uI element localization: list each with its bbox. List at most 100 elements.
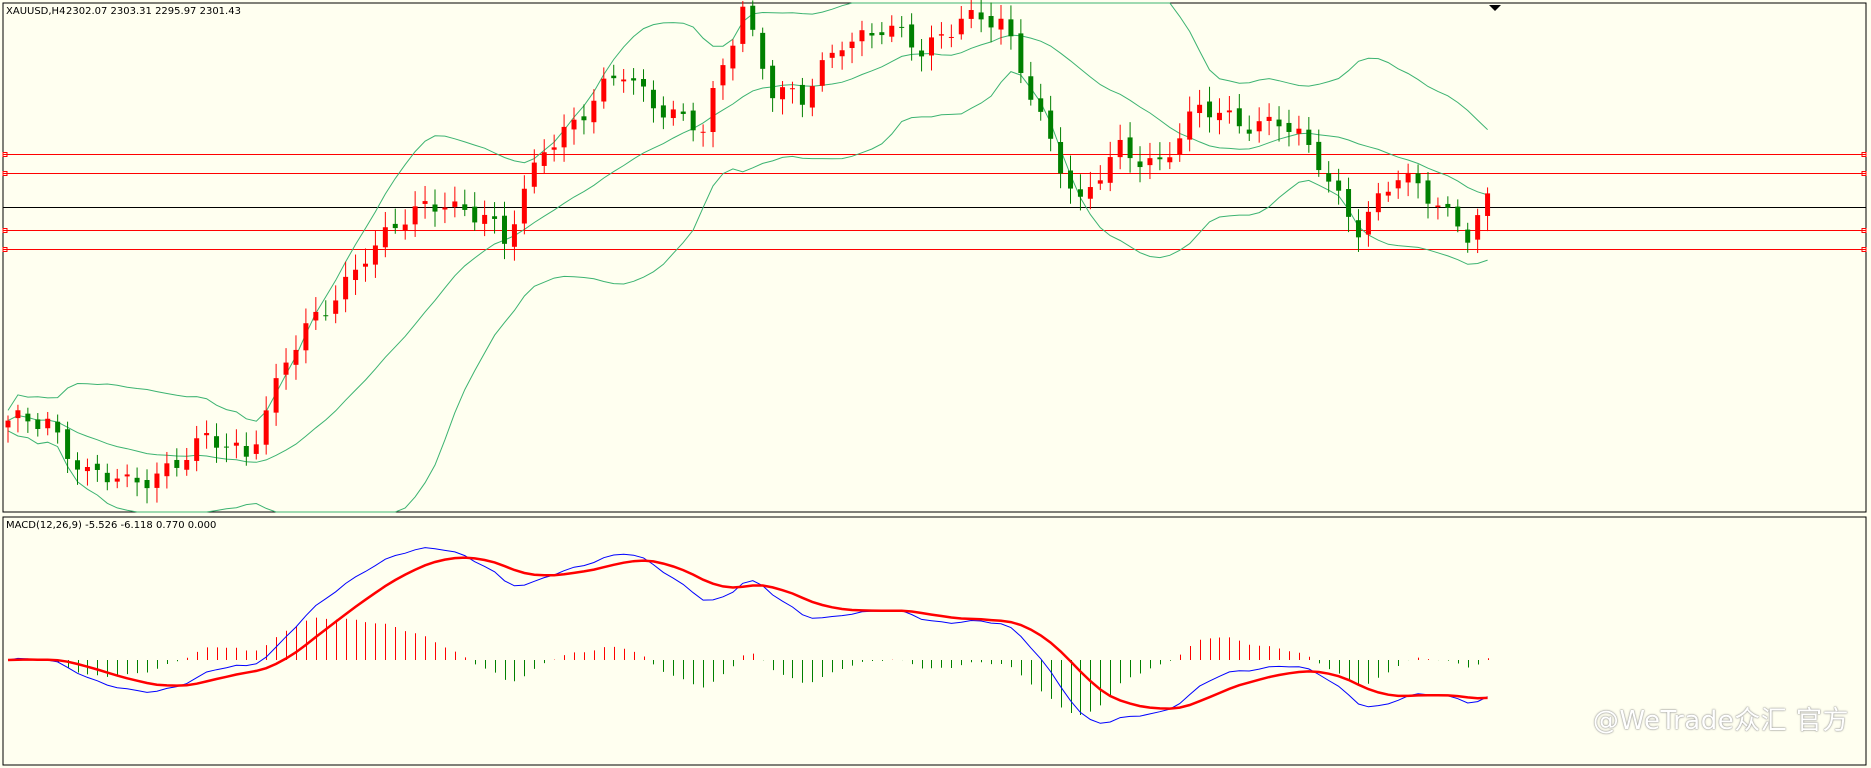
candle-body	[839, 50, 845, 57]
candle-body	[720, 65, 726, 86]
candle	[670, 100, 676, 126]
candle-body	[1077, 189, 1083, 197]
candle	[571, 107, 577, 145]
candle-body	[978, 12, 984, 20]
candle	[1028, 61, 1034, 106]
candle-body	[253, 444, 259, 454]
candle-body	[134, 477, 140, 483]
candle	[343, 261, 349, 313]
candle-body	[1346, 189, 1352, 217]
candle	[372, 230, 378, 278]
candle	[283, 348, 289, 390]
macd-signal-line	[7, 556, 1488, 710]
candle-body	[670, 109, 676, 119]
candle	[710, 81, 716, 148]
candle-body	[869, 32, 875, 36]
candle	[1316, 129, 1322, 177]
level-handle-left	[2, 171, 8, 176]
candle-body	[641, 79, 647, 87]
candle-body	[919, 50, 925, 57]
candle	[253, 430, 259, 460]
bollinger-bands	[7, 2, 1488, 513]
candle	[144, 469, 150, 504]
candle	[899, 16, 905, 38]
candle	[1008, 5, 1014, 50]
candle	[928, 25, 934, 71]
level-handle-left	[2, 247, 8, 252]
candle	[353, 254, 359, 295]
level-handle-right	[1861, 171, 1867, 176]
candle	[273, 363, 279, 426]
candle	[1415, 164, 1421, 199]
candle-body	[1355, 220, 1361, 238]
candle-body	[601, 78, 607, 102]
candle	[1455, 199, 1461, 233]
candle-body	[1117, 139, 1123, 158]
candle-body	[382, 227, 388, 248]
candle-body	[402, 224, 408, 231]
level-handle-left	[2, 228, 8, 233]
candle-body	[243, 446, 249, 457]
candle	[531, 149, 537, 194]
candle	[492, 202, 498, 234]
candle-body	[1316, 141, 1322, 171]
candle	[1266, 103, 1272, 136]
candle-body	[1137, 161, 1143, 168]
candle	[104, 463, 110, 491]
candle	[720, 58, 726, 100]
candle	[1256, 107, 1262, 143]
candle	[1435, 197, 1441, 220]
candle	[631, 68, 637, 95]
candle	[1107, 141, 1113, 192]
candle-body	[124, 474, 130, 477]
candle-body	[799, 84, 805, 105]
candle	[1346, 177, 1352, 233]
candle	[1197, 89, 1203, 128]
candle-body	[1127, 137, 1133, 159]
candle	[958, 6, 964, 40]
candle-body	[1008, 19, 1014, 37]
candle-body	[1306, 129, 1312, 145]
candle-body	[680, 111, 686, 114]
candle	[849, 32, 855, 64]
candle-body	[65, 429, 71, 459]
candle-body	[899, 26, 905, 28]
candle	[313, 297, 319, 330]
candle	[988, 2, 994, 43]
candle	[1336, 168, 1342, 205]
candle	[551, 134, 557, 162]
candle	[45, 411, 51, 436]
candle	[382, 211, 388, 258]
candle-body	[164, 463, 170, 477]
candle-body	[511, 224, 517, 247]
candle	[511, 210, 517, 261]
candle	[462, 189, 468, 217]
candle-body	[1336, 180, 1342, 191]
candle	[1445, 196, 1451, 217]
candle-body	[760, 32, 766, 69]
candle-body	[581, 116, 587, 121]
candle-body	[938, 34, 944, 36]
candle	[1087, 171, 1093, 210]
candle-body	[1177, 138, 1183, 155]
candle	[1365, 201, 1371, 247]
candle-body	[492, 216, 498, 219]
candle-body	[472, 206, 478, 223]
candle	[948, 24, 954, 48]
candle-body	[353, 269, 359, 281]
horizontal-levels	[2, 152, 1867, 252]
candle	[650, 80, 656, 123]
macd-label: MACD(12,26,9) -5.526 -6.118 0.770 0.000	[6, 520, 216, 531]
shift-marker-icon[interactable]	[1489, 5, 1501, 11]
candle-body	[15, 410, 21, 419]
candle-body	[1187, 111, 1193, 140]
candle-body	[194, 438, 200, 461]
bollinger-lower-line	[7, 71, 1488, 513]
candle-body	[502, 215, 507, 244]
candle	[65, 421, 71, 474]
candle-body	[1296, 128, 1302, 134]
candle	[1058, 127, 1064, 189]
candle-body	[174, 459, 180, 468]
candle-body	[631, 78, 637, 81]
